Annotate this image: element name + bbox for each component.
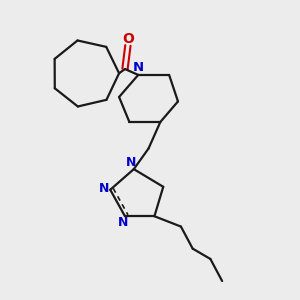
Text: O: O [122,32,134,46]
Text: N: N [117,216,128,229]
Text: N: N [133,61,144,74]
Text: N: N [126,156,136,169]
Text: N: N [99,182,109,195]
